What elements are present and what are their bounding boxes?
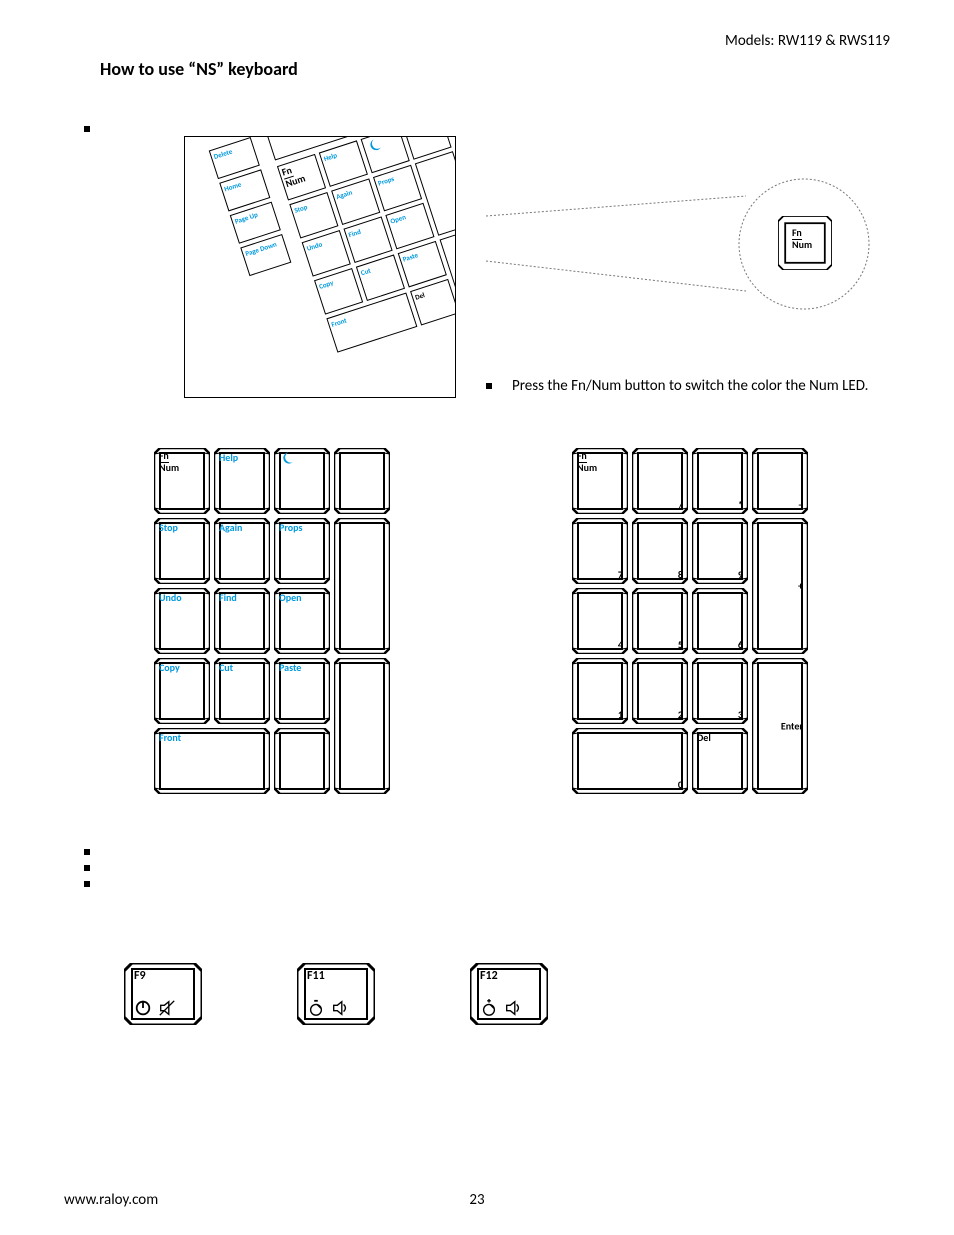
keypad-key: Del. (692, 728, 748, 794)
keypad-key: 5 (632, 588, 688, 654)
keypad-fn-mode: FnNum Help Stop Again (154, 448, 392, 803)
focus-fnnum-key: Fn Num (778, 216, 832, 270)
keycap-icon (334, 518, 390, 654)
keypad-key: Stop (154, 518, 210, 584)
mute-icon (158, 999, 176, 1017)
keypad-key (334, 518, 390, 654)
keypad-key (274, 448, 330, 514)
keypad-photo: Num Lock Caps Lock Scroll Lock Compose D… (184, 136, 456, 398)
footer-page: 23 (469, 1191, 484, 1209)
footer-url: www.raloy.com (64, 1191, 158, 1209)
keypad-key: 8 (632, 518, 688, 584)
keypad-key: Props (274, 518, 330, 584)
keypad-key: Enter (752, 658, 808, 794)
keycap-icon (572, 728, 688, 794)
pad-del: Del (410, 279, 456, 326)
keypad-key (274, 728, 330, 794)
bullet-empty-1 (84, 120, 890, 132)
speaker-icon (504, 999, 522, 1017)
fkey-label: F11 (307, 969, 325, 983)
keypad-key: Cut (214, 658, 270, 724)
bullet-icon (486, 383, 492, 389)
keypad-key (334, 658, 390, 794)
footer: www.raloy.com 23 (64, 1191, 890, 1209)
keypad-key: 6 (692, 588, 748, 654)
keypad-key: + (752, 518, 808, 654)
section-title: How to use “NS” keyboard (100, 58, 890, 80)
bullet-empty-2 (84, 843, 890, 855)
keypad-key: – (752, 448, 808, 514)
bullet-icon (84, 849, 90, 855)
keypad-key: Open (274, 588, 330, 654)
keypad-key: Copy (154, 658, 210, 724)
bullet-empty-4 (84, 875, 890, 887)
focus-column: Fn Num Press the Fn/Num button to switch… (486, 136, 886, 397)
keycap-icon (274, 728, 330, 794)
focus-note-text: Press the Fn/Num button to switch the co… (512, 376, 868, 397)
keypad-key: * (692, 448, 748, 514)
keypad-key (334, 448, 390, 514)
models-header: Models: RW119 & RWS119 (64, 32, 890, 50)
keypad-num-mode: FnNum / * – 7 8 (572, 448, 810, 803)
figure-row-1: Num Lock Caps Lock Scroll Lock Compose D… (184, 136, 890, 398)
keypad-key: Undo (154, 588, 210, 654)
fkey-label: F12 (480, 969, 498, 983)
keycap-icon (334, 448, 390, 514)
figure-row-2: FnNum Help Stop Again (154, 448, 890, 803)
keypad-key: Front (154, 728, 270, 794)
keypad-key: Paste (274, 658, 330, 724)
speaker-icon (331, 999, 349, 1017)
fkey-f11: F11 (297, 963, 375, 1025)
keypad-key: 1 (572, 658, 628, 724)
keycap-icon (334, 658, 390, 794)
keypad-key: 4 (572, 588, 628, 654)
keypad-key: 7 (572, 518, 628, 584)
focus-note-row: Press the Fn/Num button to switch the co… (486, 376, 886, 397)
bullet-empty-3 (84, 859, 890, 871)
keypad-key: Find (214, 588, 270, 654)
led-dot-icon (276, 136, 289, 138)
keypad-key: Again (214, 518, 270, 584)
keypad-key: / (632, 448, 688, 514)
keypad-key: 3 (692, 658, 748, 724)
power-icon (134, 999, 152, 1017)
keypad-key: 2 (632, 658, 688, 724)
volume-up-icon (480, 999, 498, 1017)
keypad-key: Help (214, 448, 270, 514)
bullet-icon (84, 126, 90, 132)
keypad-key: 9 (692, 518, 748, 584)
page: Models: RW119 & RWS119 How to use “NS” k… (0, 0, 954, 1235)
keypad-key: FnNum (154, 448, 210, 514)
volume-down-icon (307, 999, 325, 1017)
fkey-row: F9 F11 F12 (124, 963, 890, 1025)
focus-area: Fn Num (486, 166, 886, 366)
keypad-key: 0 (572, 728, 688, 794)
keypad-key: FnNum (572, 448, 628, 514)
bullet-icon (84, 881, 90, 887)
fkey-label: F9 (134, 969, 146, 983)
focus-key-label: Fn Num (792, 228, 812, 250)
fkey-f12: F12 (470, 963, 548, 1025)
fkey-f9: F9 (124, 963, 202, 1025)
bullet-icon (84, 865, 90, 871)
